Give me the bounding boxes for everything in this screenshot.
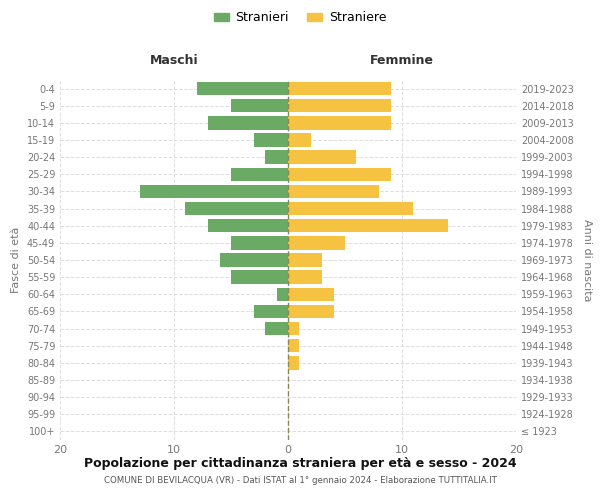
Bar (288, 236, 345, 250)
Bar (231, 168, 288, 181)
Text: Femmine: Femmine (370, 54, 434, 68)
Bar (288, 339, 299, 352)
Bar (231, 236, 288, 250)
Bar (277, 288, 288, 301)
Bar (265, 322, 288, 336)
Bar (220, 254, 288, 266)
Bar (288, 134, 311, 146)
Bar (185, 202, 288, 215)
Bar (231, 270, 288, 284)
Bar (288, 202, 413, 215)
Bar (288, 82, 391, 96)
Bar (288, 99, 391, 112)
Bar (197, 82, 288, 96)
Bar (288, 288, 334, 301)
Y-axis label: Fasce di età: Fasce di età (11, 227, 21, 293)
Bar (288, 116, 391, 130)
Bar (288, 304, 334, 318)
Legend: Stranieri, Straniere: Stranieri, Straniere (209, 6, 391, 29)
Bar (254, 134, 288, 146)
Bar (288, 356, 299, 370)
Bar (231, 99, 288, 112)
Bar (208, 116, 288, 130)
Bar (140, 184, 288, 198)
Bar (288, 219, 448, 232)
Text: COMUNE DI BEVILACQUA (VR) - Dati ISTAT al 1° gennaio 2024 - Elaborazione TUTTITA: COMUNE DI BEVILACQUA (VR) - Dati ISTAT a… (104, 476, 496, 485)
Bar (288, 254, 322, 266)
Bar (288, 168, 391, 181)
Bar (254, 304, 288, 318)
Bar (288, 184, 379, 198)
Y-axis label: Anni di nascita: Anni di nascita (582, 219, 592, 301)
Bar (288, 322, 299, 336)
Bar (288, 270, 322, 284)
Bar (208, 219, 288, 232)
Text: Maschi: Maschi (149, 54, 199, 68)
Text: Popolazione per cittadinanza straniera per età e sesso - 2024: Popolazione per cittadinanza straniera p… (83, 458, 517, 470)
Bar (288, 150, 356, 164)
Bar (265, 150, 288, 164)
